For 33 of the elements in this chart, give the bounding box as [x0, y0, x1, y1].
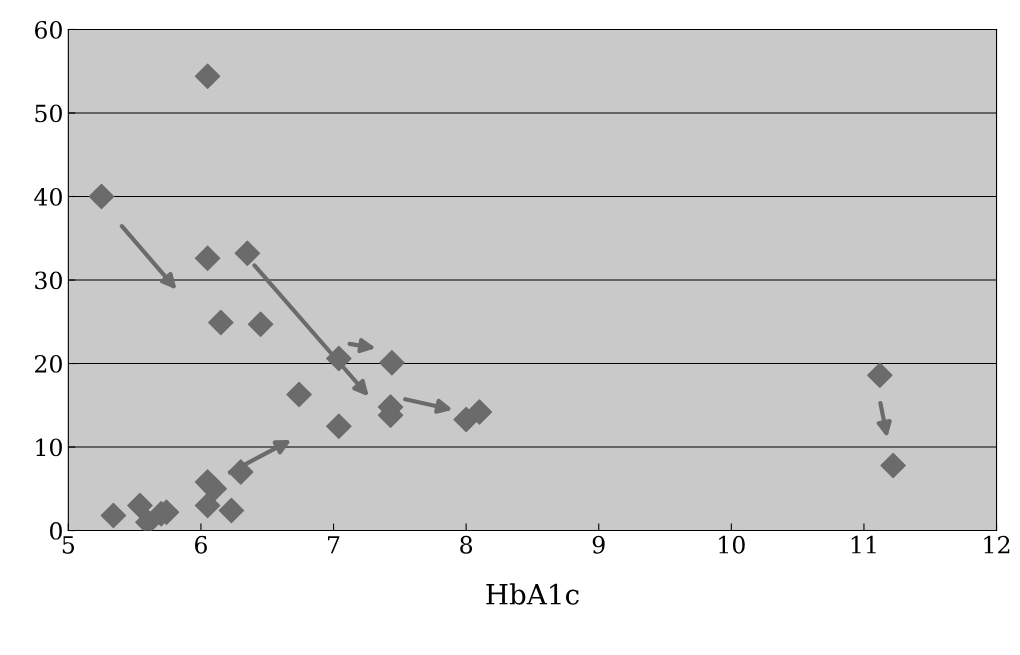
y-tick-label: 10 — [36, 438, 62, 457]
point — [100, 502, 127, 529]
point — [194, 492, 221, 519]
x-tick-label: 6 — [195, 535, 207, 554]
point — [194, 245, 221, 272]
y-tick-label: 0 — [50, 522, 62, 540]
x-tick-label: 10 — [719, 535, 745, 554]
y-tick-label: 50 — [35, 104, 62, 123]
point — [880, 452, 906, 479]
x-axis-title: HbA1c — [486, 583, 579, 605]
x-tick-label: 9 — [592, 535, 605, 554]
point — [326, 413, 352, 439]
point — [247, 311, 274, 337]
x-tick-label: 12 — [984, 535, 1010, 554]
y-tick-label: 30 — [35, 271, 62, 290]
x-tick-label: 7 — [328, 536, 340, 554]
point — [127, 492, 153, 519]
x-tick-label: 8 — [460, 535, 473, 554]
y-tick-label: 40 — [34, 187, 62, 206]
point — [379, 349, 405, 376]
point — [201, 476, 227, 502]
y-tick-label: 60 — [35, 20, 62, 39]
y-tick-label: 20 — [35, 354, 62, 373]
point — [286, 381, 312, 408]
point — [867, 362, 893, 388]
x-tick-label: 5 — [62, 536, 75, 554]
point — [88, 183, 115, 210]
point — [218, 497, 245, 524]
x-tick-label: 11 — [851, 535, 876, 554]
point — [194, 63, 221, 89]
point — [466, 399, 493, 425]
point — [234, 240, 261, 267]
point — [208, 309, 234, 336]
